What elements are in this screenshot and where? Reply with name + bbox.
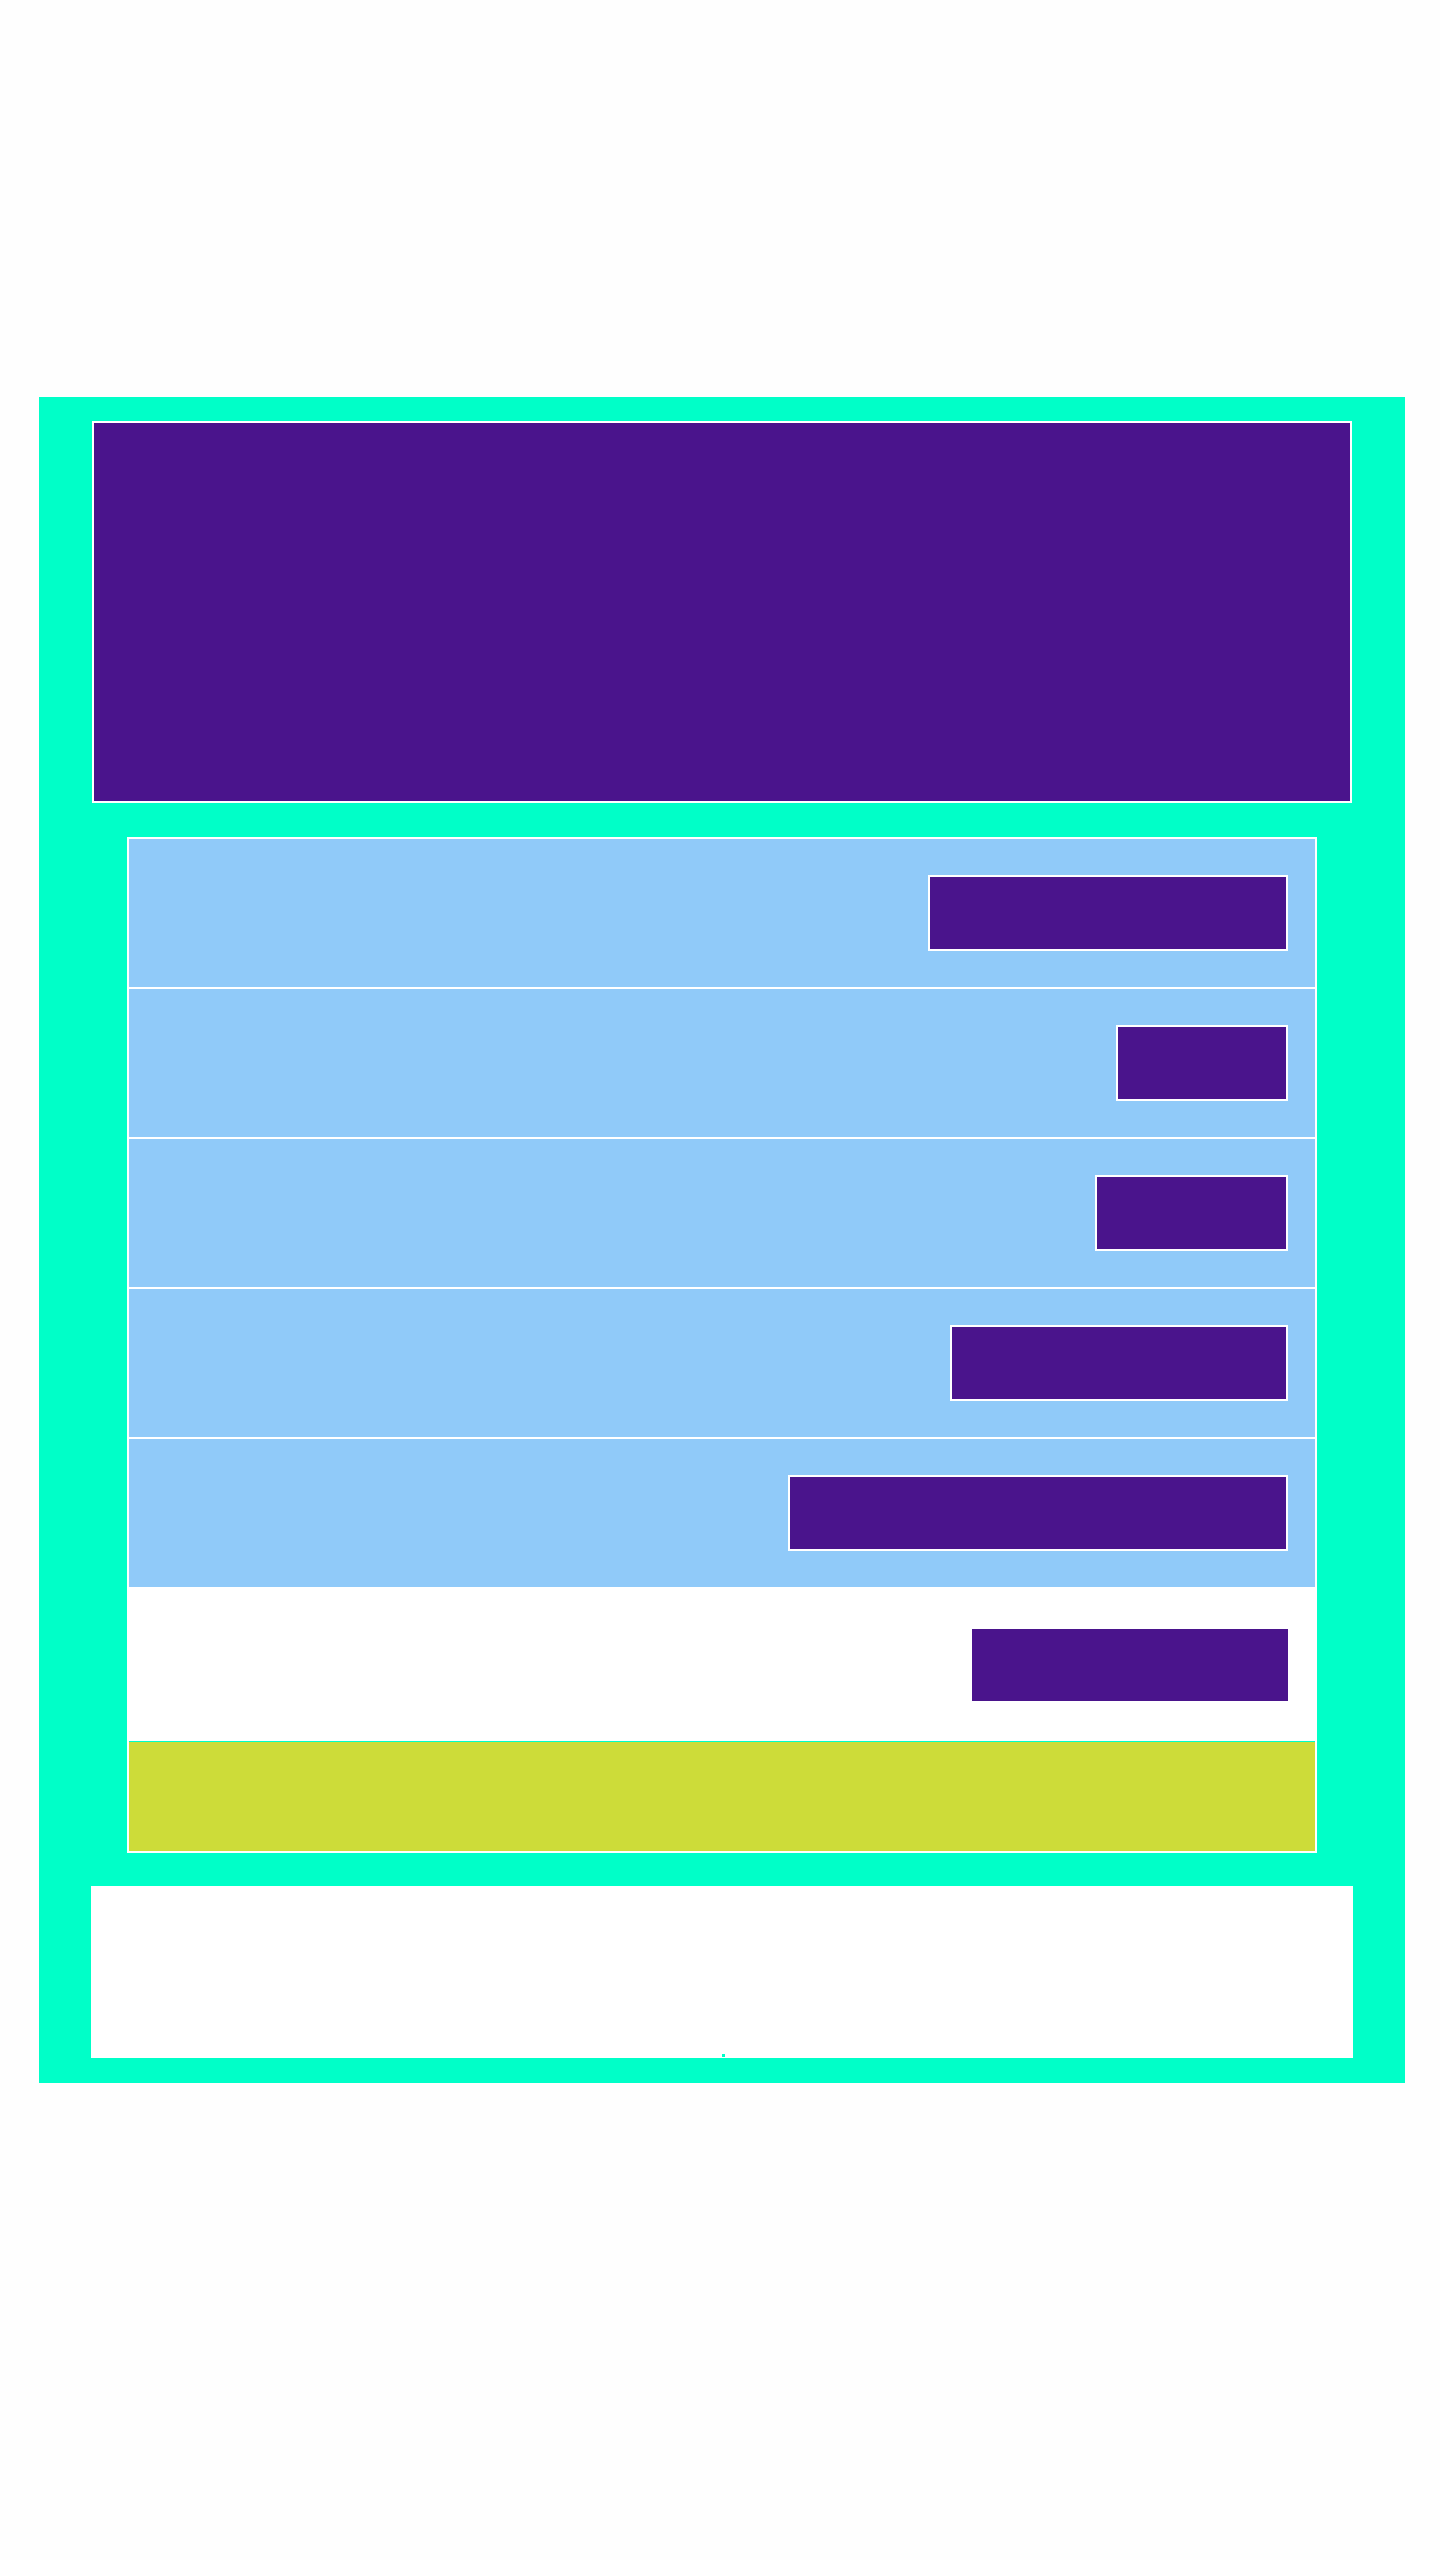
item-list <box>127 837 1317 1853</box>
list-item <box>129 1139 1315 1289</box>
list-item <box>129 1589 1315 1741</box>
list-item <box>129 989 1315 1139</box>
list-item <box>129 839 1315 989</box>
list-footer <box>129 1742 1315 1851</box>
list-item <box>129 1289 1315 1439</box>
row-action-button[interactable] <box>928 875 1288 951</box>
bottom-panel <box>91 1886 1353 2058</box>
row-action-button[interactable] <box>1095 1175 1288 1251</box>
row-action-button[interactable] <box>1116 1025 1288 1101</box>
scroll-indicator <box>722 2054 725 2057</box>
row-action-button[interactable] <box>972 1629 1288 1701</box>
row-action-button[interactable] <box>788 1475 1288 1551</box>
list-item <box>129 1439 1315 1589</box>
hero-banner <box>92 421 1352 803</box>
row-action-button[interactable] <box>950 1325 1288 1401</box>
